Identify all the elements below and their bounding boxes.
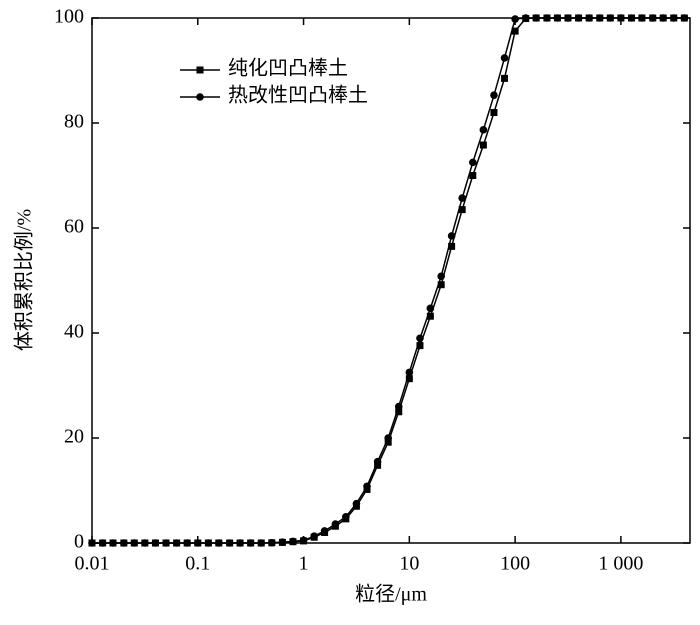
data-point [648,14,657,22]
data-point [151,539,160,547]
data-point [109,539,117,547]
data-point [500,54,509,62]
data-point [405,368,414,377]
data-point [448,242,456,250]
data-point [331,520,340,528]
data-point [426,304,435,313]
y-axis-label: 体积累积比例/% [13,209,36,351]
x-tick-label: 100 [500,553,530,575]
data-point [543,14,551,22]
data-point [384,438,392,446]
data-point [257,539,266,547]
data-point [490,91,498,99]
data-point [394,402,403,411]
y-tick-label: 80 [64,111,84,133]
data-point [183,539,191,547]
y-tick-label: 100 [54,6,84,28]
data-point [268,538,276,547]
data-point [204,539,213,547]
data-point [479,141,487,149]
x-tick-label: 0.01 [75,553,110,575]
data-point [458,194,466,202]
data-point [416,334,424,343]
data-point [405,375,413,383]
y-tick-label: 0 [74,531,84,553]
data-point [595,14,604,22]
data-point [490,109,498,116]
y-tick-label: 60 [64,216,84,238]
plot-frame [91,17,691,544]
data-point [384,434,392,442]
data-point [469,172,477,179]
data-point [437,281,445,289]
data-point [669,14,678,22]
data-point [585,14,593,22]
data-point [162,539,170,547]
legend-label: 纯化凹凸棒土 [228,57,348,80]
data-point [352,499,361,508]
data-point [617,14,625,22]
data-point [680,14,689,22]
data-point [521,14,530,22]
data-point [278,538,287,547]
data-point [564,14,572,22]
data-point [236,539,244,547]
data-point [574,14,583,22]
legend-marker [196,93,204,101]
data-point [363,482,371,491]
data-point [426,312,434,320]
data-point [468,158,477,167]
data-point [246,539,255,547]
data-point [437,272,445,281]
data-point [627,14,636,22]
data-point [532,14,540,22]
data-point [479,126,488,134]
x-tick-label: 0.1 [185,553,210,575]
data-point [130,539,139,547]
data-point [98,539,107,547]
x-tick-label: 1 000 [598,553,643,575]
x-tick-label: 1 [299,553,309,575]
data-point [395,408,403,416]
data-point [320,527,329,535]
data-point [141,539,149,547]
data-point [120,539,128,547]
data-point [501,74,509,82]
data-point [447,232,456,240]
data-point [511,15,519,23]
y-tick-label: 20 [64,426,84,448]
data-point [659,14,667,22]
data-point [289,537,297,546]
data-point [193,539,202,547]
data-point [342,512,350,521]
data-point [416,342,424,350]
legend-marker [196,66,204,74]
data-point [373,457,382,466]
data-point [172,539,181,547]
data-point [458,206,466,214]
data-point [214,539,223,547]
data-point [88,539,96,547]
data-point [638,14,646,22]
x-axis-label: 粒径/μm [355,583,427,606]
data-point [511,27,519,35]
data-point [606,14,615,22]
data-point [225,539,234,547]
data-point [553,14,562,22]
data-point [299,536,308,545]
x-tick-label: 10 [399,553,419,575]
y-tick-label: 40 [64,321,84,343]
data-point [310,532,318,540]
legend-label: 热改性凹凸棒土 [228,84,368,107]
